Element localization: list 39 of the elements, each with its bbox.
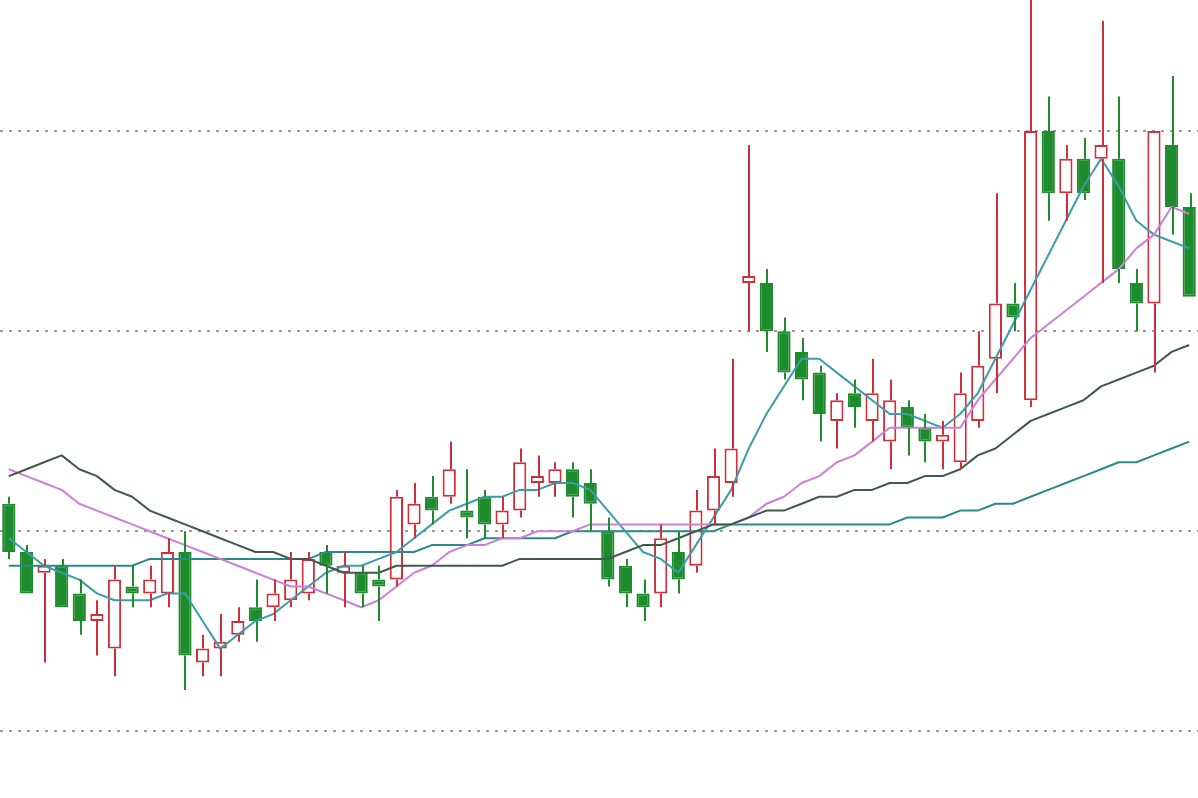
- candlestick: [372, 564, 386, 622]
- candlestick: [160, 537, 174, 609]
- candlestick: [636, 578, 650, 622]
- candlestick: [389, 488, 403, 588]
- candlestick: [742, 143, 756, 333]
- candlestick: [1182, 192, 1196, 297]
- candlestick: [530, 454, 544, 498]
- candlestick: [2, 495, 16, 560]
- candlestick: [988, 192, 1002, 395]
- candlestick: [90, 599, 104, 657]
- candlestick: [107, 564, 122, 678]
- candlestick: [460, 468, 474, 540]
- candlestick: [19, 544, 34, 594]
- candlestick: [425, 475, 439, 526]
- candlestick: [55, 557, 69, 608]
- candlestick: [1112, 95, 1126, 284]
- candlestick: [918, 413, 932, 464]
- candlestick: [72, 578, 86, 636]
- candlestick: [812, 364, 826, 443]
- candlestick: [442, 440, 456, 505]
- candlestick: [601, 516, 615, 588]
- candlestick: [1041, 95, 1055, 222]
- candlestick: [178, 530, 192, 691]
- candlestick: [1164, 74, 1179, 236]
- candlestick: [1006, 281, 1020, 333]
- candlestick: [37, 557, 51, 664]
- candlestick: [477, 488, 492, 540]
- candlestick: [706, 447, 721, 526]
- candlestick: [618, 557, 633, 609]
- candlestick: [865, 357, 879, 443]
- candlestick: [513, 447, 527, 519]
- candlestick: [1059, 143, 1073, 222]
- candlestick: [935, 419, 950, 471]
- candlestick: [759, 268, 773, 353]
- candlestick: [777, 316, 791, 381]
- candlestick: [1024, 0, 1038, 409]
- candlestick: [1147, 131, 1161, 374]
- candlestick: [565, 461, 580, 519]
- candlestick: [724, 357, 738, 498]
